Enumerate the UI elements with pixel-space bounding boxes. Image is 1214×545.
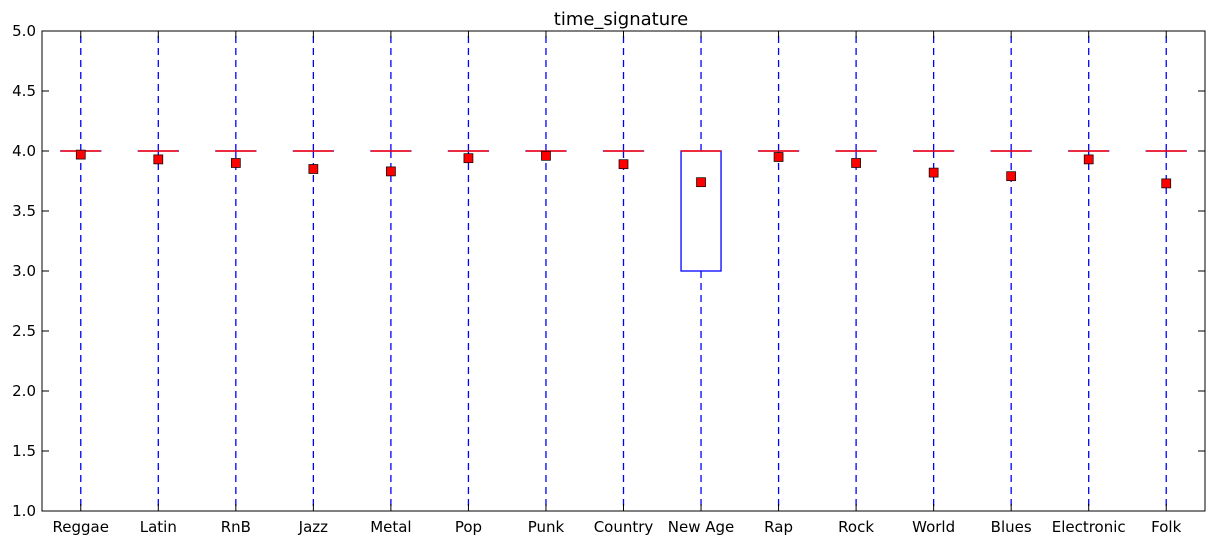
x-tick-label: Metal	[370, 518, 411, 536]
box-group	[1145, 30, 1187, 512]
mean-marker	[153, 154, 164, 165]
x-tick-label: Jazz	[298, 518, 328, 536]
box-group	[1068, 30, 1110, 512]
mean-marker	[928, 167, 939, 178]
mean-marker	[1161, 178, 1172, 189]
y-tick-label: 3.0	[12, 262, 36, 280]
y-tick-label: 1.0	[12, 502, 36, 520]
box-group	[525, 30, 567, 512]
x-tick-label: Reggae	[53, 518, 109, 536]
mean-marker	[230, 158, 241, 168]
box-group	[602, 30, 645, 512]
box-group	[292, 30, 335, 512]
mean-marker	[1006, 171, 1017, 182]
box-group	[215, 30, 257, 512]
mean-marker	[851, 158, 861, 168]
x-tick-label: RnB	[221, 518, 251, 536]
box-group	[835, 30, 877, 512]
y-tick-label: 4.5	[12, 82, 36, 100]
x-tick-label: Country	[594, 518, 654, 536]
x-tick-label: Rock	[838, 518, 874, 536]
axes: 1.0 1.5 2.0 2.5 3.0 3.5 4.0 4.5 5.0 Reggae Latin Rn…	[12, 22, 1206, 536]
mean-marker	[386, 166, 396, 177]
x-tick-label: Electronic	[1052, 518, 1126, 536]
box-group	[912, 30, 955, 512]
mean-marker	[463, 153, 474, 164]
x-tick-label: Punk	[528, 518, 565, 536]
x-tick-label: Pop	[455, 518, 482, 536]
mean-marker	[618, 159, 629, 170]
mean-marker	[541, 150, 551, 161]
y-tick-label: 1.5	[12, 442, 36, 460]
mean-marker	[696, 177, 706, 188]
mean-marker	[773, 152, 784, 162]
box-group	[990, 30, 1032, 512]
x-tick-label: Rap	[764, 518, 793, 536]
chart-title: time_signature	[554, 9, 688, 30]
x-tick-label: Blues	[991, 518, 1032, 536]
plot-area	[60, 30, 1187, 512]
y-tick-label: 4.0	[12, 142, 36, 160]
box-group	[370, 30, 412, 512]
y-tick-label: 2.0	[12, 382, 36, 400]
box-iqr	[680, 150, 722, 272]
box-group	[447, 30, 490, 512]
y-tick-label: 2.5	[12, 322, 36, 340]
y-tick-label: 5.0	[12, 22, 36, 40]
box-group	[137, 30, 179, 512]
mean-marker	[75, 149, 86, 160]
y-tick-label: 3.5	[12, 202, 36, 220]
box-group	[680, 30, 722, 512]
x-tick-label: Latin	[140, 518, 177, 536]
mean-marker	[1083, 154, 1094, 165]
box-group	[60, 30, 102, 512]
mean-marker	[308, 164, 319, 174]
x-tick-label: World	[912, 518, 955, 536]
x-tick-label: Folk	[1151, 518, 1181, 536]
x-tick-label: New Age	[668, 518, 735, 536]
box-group	[757, 30, 800, 512]
